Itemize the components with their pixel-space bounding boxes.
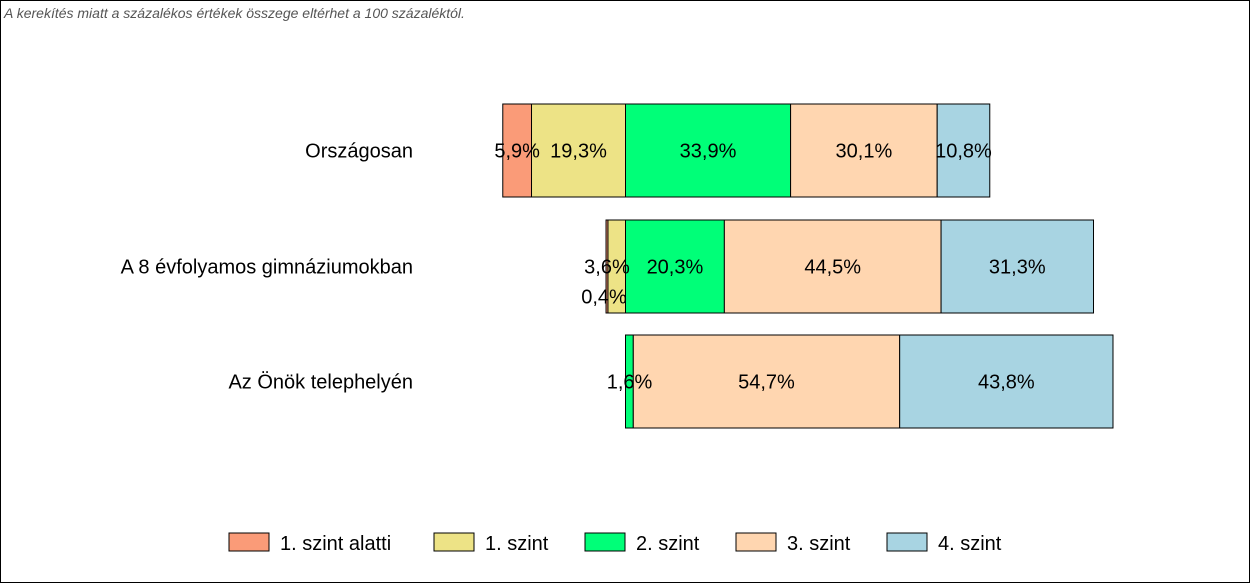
legend-label: 1. szint	[485, 533, 549, 555]
data-label: 1,6%	[607, 372, 653, 394]
legend-swatch	[228, 532, 270, 552]
data-label: 5,9%	[494, 141, 540, 163]
legend-label: 1. szint alatti	[280, 533, 391, 555]
data-label: 44,5%	[804, 257, 861, 279]
bar-segment-5	[899, 334, 1114, 429]
data-label: 19,3%	[550, 141, 607, 163]
legend-swatch	[584, 532, 626, 552]
data-label: 30,1%	[836, 141, 893, 163]
bar-segment-1	[502, 103, 533, 198]
data-label: 3,6%	[584, 257, 630, 279]
category-label: Az Önök telephelyén	[228, 372, 413, 394]
bar-segment-3	[625, 219, 725, 314]
category-label: Országosan	[305, 141, 413, 163]
category-label: A 8 évfolyamos gimnáziumokban	[121, 257, 413, 279]
bar-segment-4	[723, 219, 942, 314]
data-label: 20,3%	[647, 257, 704, 279]
data-label: 31,3%	[989, 257, 1046, 279]
data-label: 54,7%	[738, 372, 795, 394]
data-label: 43,8%	[978, 372, 1035, 394]
data-label: 0,4%	[581, 287, 627, 309]
legend-label: 4. szint	[938, 533, 1002, 555]
bar-segment-5	[936, 103, 991, 198]
legend-swatch	[433, 532, 475, 552]
bar-segment-4	[790, 103, 938, 198]
legend-swatch	[886, 532, 928, 552]
rounding-note: A kerekítés miatt a százalékos értékek ö…	[4, 5, 465, 21]
data-label: 33,9%	[680, 141, 737, 163]
legend-label: 2. szint	[636, 533, 700, 555]
legend-swatch	[735, 532, 777, 552]
bar-segment-3	[625, 103, 792, 198]
data-label: 10,8%	[935, 141, 992, 163]
legend-label: 3. szint	[787, 533, 851, 555]
bar-segment-5	[940, 219, 1095, 314]
